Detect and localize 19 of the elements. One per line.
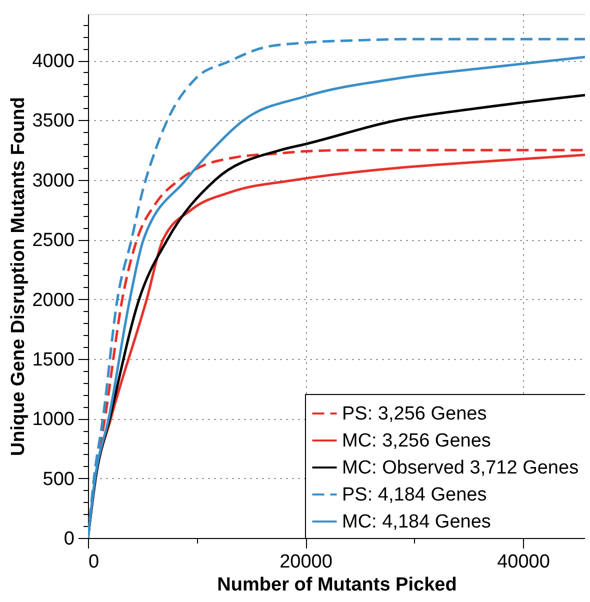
y-axis-title: Unique Gene Disruption Mutants Found [8,97,30,456]
y-tick-label: 1500 [32,349,74,370]
y-tick-label: 3500 [32,110,74,132]
y-tick-label: 3000 [32,170,74,192]
legend-label: MC: 3,256 Genes [342,430,491,452]
y-tick-label: 500 [42,468,74,490]
legend-label: PS: 4,184 Genes [342,484,487,506]
y-tick-label: 0 [64,528,74,550]
legend-label: MC: 4,184 Genes [342,512,491,532]
y-tick-label: 4000 [32,51,74,72]
x-tick-label: 0 [88,552,100,572]
legend-label: MC: Observed 3,712 Genes [342,458,579,478]
legend-label: PS: 3,256 Genes [342,404,487,424]
x-tick-label: 20000 [280,552,332,572]
y-tick-label: 1000 [32,409,74,430]
x-tick-label: 40000 [497,552,550,572]
x-axis-title: Number of Mutants Picked [217,574,457,596]
y-tick-label: 2500 [32,230,74,252]
y-tick-label: 2000 [32,290,74,311]
